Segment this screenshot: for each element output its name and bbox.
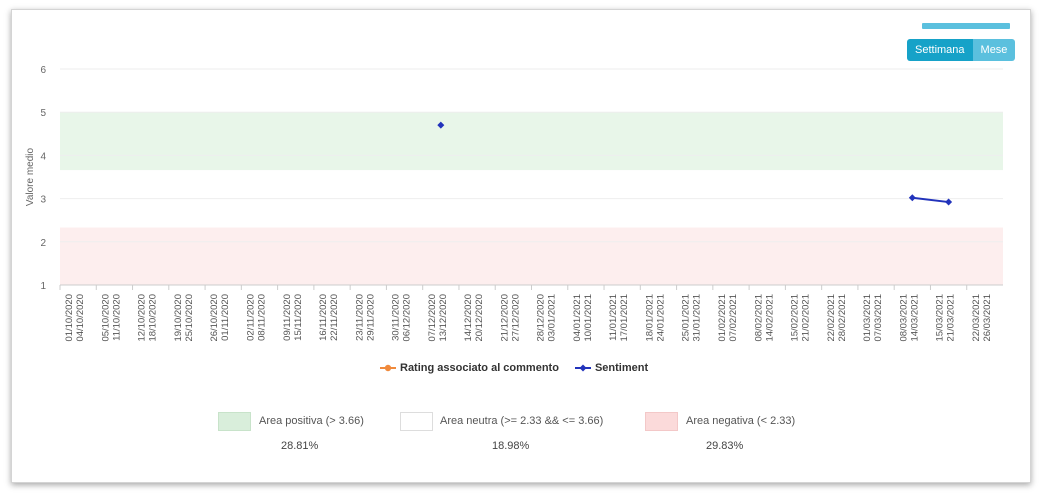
band-negative: [60, 227, 1003, 285]
sentiment-point: [437, 121, 445, 129]
y-axis-title: Valore medio: [25, 147, 36, 206]
y-tick-label: 2: [40, 238, 46, 249]
area-positive-percent: 28.81%: [281, 440, 319, 452]
x-tick-label: 17/01/2021: [619, 294, 630, 342]
x-tick-label: 08/11/2020: [256, 294, 267, 341]
x-tick-label: 01/11/2020: [220, 294, 231, 341]
x-tick-label: 08/02/2021: [753, 294, 764, 342]
x-tick-label: 21/02/2021: [801, 294, 812, 342]
x-tick-label: 14/02/2021: [764, 294, 775, 342]
month-toggle-button[interactable]: Mese: [972, 39, 1016, 61]
chart-legend: Rating associato al commento Sentiment: [380, 362, 648, 374]
area-neutral-percent: 18.98%: [492, 440, 530, 452]
x-tick-label: 22/11/2020: [329, 294, 340, 341]
x-tick-label: 01/10/2020: [64, 294, 75, 342]
legend-rating-label: Rating associato al commento: [400, 362, 559, 374]
y-tick-label: 4: [40, 151, 46, 162]
x-tick-label: 18/01/2021: [644, 294, 655, 342]
x-tick-label: 16/11/2020: [318, 294, 329, 341]
x-tick-label: 28/02/2021: [837, 294, 848, 342]
x-tick-label: 28/12/2020: [536, 294, 547, 342]
sentiment-chart: 1 2 3 4 5 6 Valore medio 01/10/2020 04/10/2020 05…: [25, 65, 1003, 342]
x-tick-label: 26/10/2020: [209, 294, 220, 342]
top-accent-bar: [922, 23, 1010, 29]
x-tick-label: 05/10/2020: [100, 294, 111, 342]
area-positive-label: Area positiva (> 3.66): [259, 415, 364, 427]
x-tick-label: 04/01/2021: [572, 294, 583, 342]
x-tick-label: 06/12/2020: [402, 294, 413, 342]
x-tick-label: 13/12/2020: [438, 294, 449, 342]
x-tick-label: 20/12/2020: [474, 294, 485, 342]
sentiment-point: [945, 198, 953, 206]
x-tick-label: 22/03/2021: [971, 294, 982, 342]
x-tick-label: 07/02/2021: [728, 294, 739, 342]
y-tick-label: 6: [40, 65, 46, 76]
area-negative-label: Area negativa (< 2.33): [686, 415, 796, 427]
legend-sentiment-label: Sentiment: [594, 362, 649, 374]
y-tick-label: 5: [40, 108, 46, 119]
period-toggle: Settimana Mese: [907, 39, 1016, 61]
x-tick-label: 18/10/2020: [148, 294, 159, 342]
x-tick-label: 02/11/2020: [245, 294, 256, 341]
x-tick-label: 07/12/2020: [427, 294, 438, 342]
x-tick-label: 23/11/2020: [354, 294, 365, 341]
x-tick-label: 31/01/2021: [692, 294, 703, 342]
x-tick-label: 21/12/2020: [499, 294, 510, 342]
x-tick-label: 25/01/2021: [681, 294, 692, 342]
series-line-segment-1: [912, 196, 949, 204]
x-tick-label: 14/12/2020: [463, 294, 474, 342]
legend-item-rating[interactable]: Rating associato al commento: [380, 362, 559, 374]
area-neutral-swatch: [400, 412, 433, 431]
sentiment-point: [908, 194, 916, 202]
legend-sentiment-marker-icon: [574, 364, 591, 372]
area-neutral-label: Area neutra (>= 2.33 && <= 3.66): [440, 415, 604, 427]
x-tick-label: 11/01/2021: [608, 294, 619, 341]
area-positive-swatch: [218, 412, 251, 431]
x-tick-label: 07/03/2021: [873, 294, 884, 342]
x-tick-label: 22/02/2021: [826, 294, 837, 342]
x-tick-label: 24/01/2021: [655, 294, 666, 342]
area-negative-percent: 29.83%: [706, 440, 744, 452]
x-tick-label: 12/10/2020: [137, 294, 148, 342]
y-tick-label: 1: [40, 281, 46, 292]
x-tick-label: 25/10/2020: [184, 294, 195, 342]
legend-rating-marker-icon: [380, 364, 396, 372]
x-tick-label: 15/03/2021: [935, 294, 946, 342]
x-tick-label: 09/11/2020: [282, 294, 293, 341]
area-negative-swatch: [645, 412, 678, 431]
legend-item-sentiment[interactable]: Sentiment: [574, 362, 649, 374]
x-tick-label: 14/03/2021: [909, 294, 920, 342]
x-tick-label: 03/01/2021: [547, 294, 558, 342]
week-toggle-button[interactable]: Settimana: [907, 39, 973, 61]
x-tick-label: 27/12/2020: [510, 294, 521, 342]
x-tick-label: 04/10/2020: [75, 294, 86, 342]
x-tick-label: 08/03/2021: [898, 294, 909, 342]
x-tick-label: 01/02/2021: [717, 294, 728, 342]
x-tick-label: 01/03/2021: [862, 294, 873, 342]
y-tick-label: 3: [40, 195, 46, 206]
x-tick-label: 10/01/2021: [583, 294, 594, 342]
x-tick-label: 21/03/2021: [946, 294, 957, 342]
band-positive: [60, 112, 1003, 171]
x-tick-label: 15/11/2020: [293, 294, 304, 341]
x-tick-label: 30/11/2020: [391, 294, 402, 341]
x-tick-label: 15/02/2021: [790, 294, 801, 342]
x-tick-label: 29/11/2020: [365, 294, 376, 341]
x-tick-label: 19/10/2020: [173, 294, 184, 342]
x-tick-label: 11/10/2020: [111, 294, 122, 341]
x-tick-label: 26/03/2021: [982, 294, 993, 342]
